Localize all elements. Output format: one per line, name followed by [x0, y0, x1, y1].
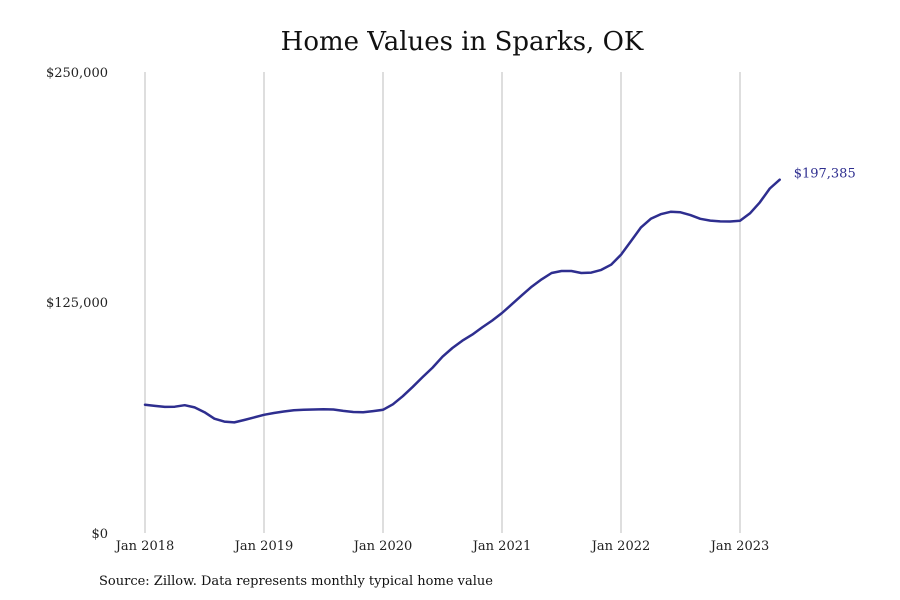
x-tick-label: Jan 2023 [709, 539, 770, 554]
x-tick-label: Jan 2022 [590, 539, 651, 554]
source-note: Source: Zillow. Data represents monthly … [99, 574, 493, 589]
chart-title: Home Values in Sparks, OK [281, 27, 644, 57]
y-axis: $0 $125,000 $250,000 [46, 66, 108, 542]
last-value-label: $197,385 [794, 167, 856, 182]
x-tick-label: Jan 2021 [471, 539, 532, 554]
x-axis: Jan 2018 Jan 2019 Jan 2020 Jan 2021 Jan … [114, 539, 770, 554]
y-tick-label: $0 [91, 527, 108, 542]
x-tick-label: Jan 2019 [233, 539, 294, 554]
gridlines [144, 72, 741, 533]
y-tick-label: $250,000 [46, 66, 108, 81]
y-tick-label: $125,000 [46, 296, 108, 311]
x-tick-label: Jan 2020 [352, 539, 413, 554]
x-tick-label: Jan 2018 [114, 539, 175, 554]
home-value-line [143, 178, 781, 424]
